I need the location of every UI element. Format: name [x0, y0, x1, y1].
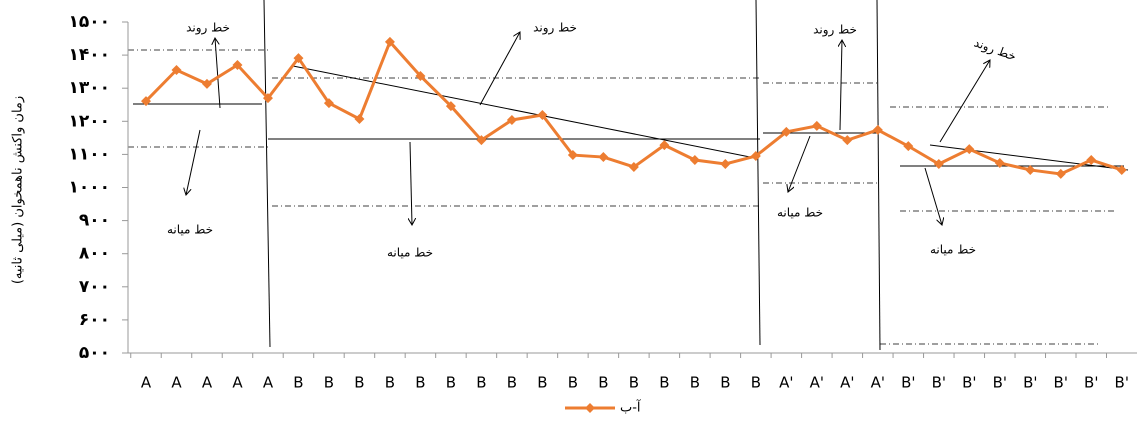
data-point: [781, 126, 792, 137]
y-tick-label: ۱۲۰۰: [68, 111, 110, 131]
x-tick-label: B: [293, 374, 303, 392]
data-point: [964, 144, 975, 155]
data-point: [262, 93, 273, 104]
x-tick-label: A: [263, 374, 274, 392]
data-point: [506, 114, 517, 125]
annotation: خط روند: [533, 21, 577, 36]
x-tick-label: B': [932, 374, 946, 392]
legend-marker: [585, 403, 595, 413]
x-tick-label: B: [385, 374, 395, 392]
annotation: خط روند: [186, 21, 230, 36]
data-point: [201, 78, 212, 89]
data-point: [384, 36, 395, 47]
annotation: خط میانه: [777, 206, 823, 220]
x-tick-label: B: [751, 374, 761, 392]
annotation: خط روند: [972, 35, 1018, 64]
x-tick-label: B: [537, 374, 547, 392]
x-tick-label: A: [232, 374, 243, 392]
x-tick-label: A': [871, 374, 885, 392]
x-tick-label: A': [840, 374, 854, 392]
data-point: [933, 158, 944, 169]
data-point: [445, 101, 456, 112]
x-tick-label: A: [141, 374, 152, 392]
annotation: خط میانه: [167, 223, 213, 237]
y-tick-label: ۱۳۰۰: [68, 78, 110, 98]
data-point: [171, 64, 182, 75]
x-tick-label: B': [1023, 374, 1037, 392]
data-point: [476, 135, 487, 146]
x-tick-label: A: [202, 374, 213, 392]
y-tick-label: ۹۰۰: [79, 211, 110, 231]
x-tick-label: B: [507, 374, 517, 392]
data-point: [140, 96, 151, 107]
annotation: خط میانه: [387, 246, 433, 260]
data-point: [1025, 164, 1036, 175]
y-tick-label: ۸۰۰: [79, 244, 110, 264]
x-tick-label: B': [993, 374, 1007, 392]
annotation: خط روند: [813, 23, 857, 38]
data-point: [537, 110, 548, 121]
y-tick-label: ۱۴۰۰: [68, 45, 110, 65]
x-tick-label: B: [629, 374, 639, 392]
x-tick-label: B: [690, 374, 700, 392]
x-tick-label: B: [568, 374, 578, 392]
y-tick-label: ۵۰۰: [79, 343, 110, 363]
annotation: خط میانه: [930, 243, 976, 257]
x-tick-label: B': [1084, 374, 1098, 392]
data-point: [415, 70, 426, 81]
x-tick-label: B': [1054, 374, 1068, 392]
data-point: [720, 158, 731, 169]
data-point: [598, 152, 609, 163]
x-tick-label: A': [779, 374, 793, 392]
x-tick-label: B: [446, 374, 456, 392]
series-line: [144, 39, 1123, 176]
phase-layout: [128, 0, 1129, 351]
data-point: [323, 98, 334, 109]
data-point: [872, 124, 883, 135]
y-tick-label: ۱۵۰۰: [68, 12, 110, 32]
data-point: [293, 53, 304, 64]
data-point: [232, 60, 243, 71]
data-point: [1116, 164, 1127, 175]
x-tick-label: B': [901, 374, 915, 392]
data-point: [842, 135, 853, 146]
x-tick-label: B: [476, 374, 486, 392]
x-tick-label: B: [659, 374, 669, 392]
data-point: [994, 158, 1005, 169]
legend-label: آ-ب: [620, 399, 642, 416]
data-point: [567, 150, 578, 161]
y-tick-label: ۷۰۰: [79, 277, 110, 297]
y-tick-label: ۶۰۰: [79, 310, 110, 330]
x-tick-label: B: [720, 374, 730, 392]
x-tick-label: B: [415, 374, 425, 392]
data-point: [811, 120, 822, 131]
y-tick-label: ۱۱۰۰: [68, 144, 110, 164]
data-point: [1086, 155, 1097, 166]
x-tick-label: B: [598, 374, 608, 392]
x-tick-label: B': [1115, 374, 1129, 392]
x-tick-label: A: [171, 374, 182, 392]
y-tick-label: ۱۰۰۰: [68, 178, 110, 198]
data-point: [628, 161, 639, 172]
data-point: [903, 141, 914, 152]
x-tick-label: B: [354, 374, 364, 392]
data-point: [354, 113, 365, 124]
data-point: [659, 140, 670, 151]
x-tick-label: B: [324, 374, 334, 392]
x-tick-label: B': [962, 374, 976, 392]
data-point: [689, 155, 700, 166]
data-point: [750, 151, 761, 162]
data-point: [1055, 168, 1066, 179]
y-axis-title: زمان واکنش ناهمخوان (میلی ثانیه): [11, 96, 26, 284]
x-tick-label: A': [810, 374, 824, 392]
